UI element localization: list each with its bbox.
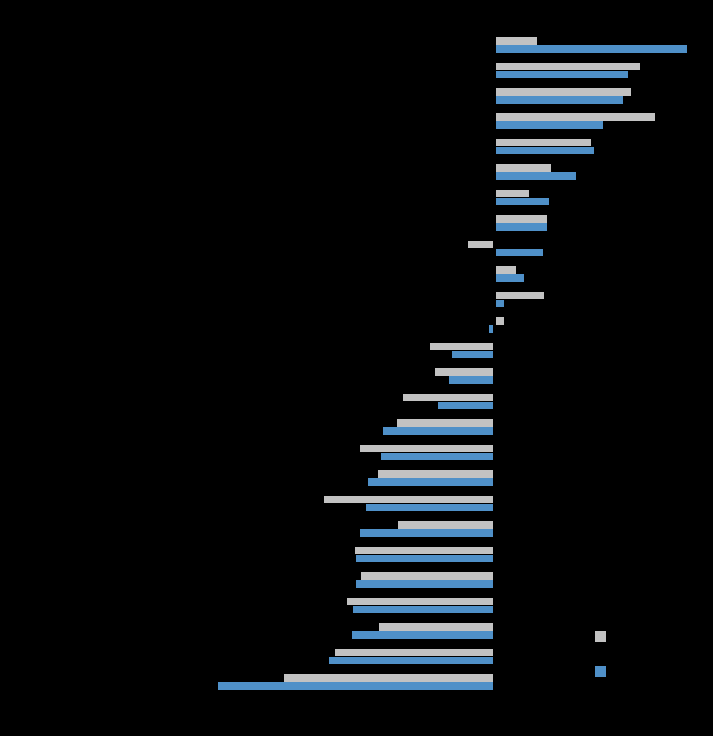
bar-gray-row-8 [496, 215, 547, 223]
bar-blue-row-1 [496, 45, 687, 53]
bar-blue-row-7 [496, 197, 549, 206]
bar-blue-row-2 [496, 70, 628, 79]
bar-blue-row-8 [496, 223, 547, 231]
bar-gray-row-6 [496, 164, 551, 172]
bar-blue-row-10 [496, 274, 524, 282]
bar-gray-row-14 [435, 368, 493, 376]
bar-blue-row-4 [496, 121, 603, 129]
bar-gray-row-4 [496, 113, 655, 121]
bar-gray-row-11 [496, 291, 544, 300]
bar-blue-row-24 [352, 631, 493, 639]
bar-blue-row-21 [356, 554, 493, 563]
bar-gray-row-18 [378, 470, 493, 478]
bar-gray-row-9 [468, 240, 493, 249]
bar-gray-row-16 [397, 419, 493, 427]
bar-blue-row-16 [383, 427, 493, 435]
bar-gray-row-2 [496, 62, 640, 71]
bar-gray-row-20 [398, 521, 493, 529]
legend-swatch-gray [595, 631, 606, 642]
bar-blue-row-9 [496, 248, 543, 257]
bar-gray-row-17 [360, 444, 493, 453]
bar-blue-row-3 [496, 96, 623, 104]
bar-blue-row-25 [329, 656, 493, 665]
bar-gray-row-12 [496, 317, 504, 325]
bar-gray-row-19 [324, 495, 493, 504]
bar-gray-row-7 [496, 189, 529, 198]
bar-blue-row-26 [218, 682, 493, 690]
bar-gray-row-24 [379, 623, 493, 631]
bar-gray-row-26 [284, 674, 493, 682]
bar-gray-row-22 [361, 572, 493, 580]
bar-blue-row-20 [360, 529, 493, 537]
bar-gray-row-13 [430, 342, 493, 351]
bar-blue-row-17 [381, 452, 493, 461]
bar-gray-row-15 [403, 393, 493, 402]
bar-gray-row-5 [496, 138, 591, 147]
bar-blue-row-18 [368, 478, 493, 486]
bar-gray-row-10 [496, 266, 516, 274]
bar-gray-row-23 [347, 597, 493, 606]
bar-blue-row-23 [353, 605, 493, 614]
bar-blue-row-12 [489, 325, 493, 333]
bar-blue-row-11 [496, 299, 504, 308]
bar-blue-row-13 [452, 350, 493, 359]
bar-blue-row-22 [356, 580, 493, 588]
bar-blue-row-5 [496, 146, 594, 155]
legend-swatch-blue [595, 666, 606, 677]
bar-blue-row-14 [449, 376, 493, 384]
bar-blue-row-15 [438, 401, 493, 410]
bar-gray-row-1 [496, 37, 537, 45]
bar-gray-row-25 [335, 648, 493, 657]
bar-gray-row-3 [496, 88, 631, 96]
bar-blue-row-6 [496, 172, 576, 180]
bar-gray-row-21 [355, 546, 493, 555]
bar-blue-row-19 [366, 503, 493, 512]
